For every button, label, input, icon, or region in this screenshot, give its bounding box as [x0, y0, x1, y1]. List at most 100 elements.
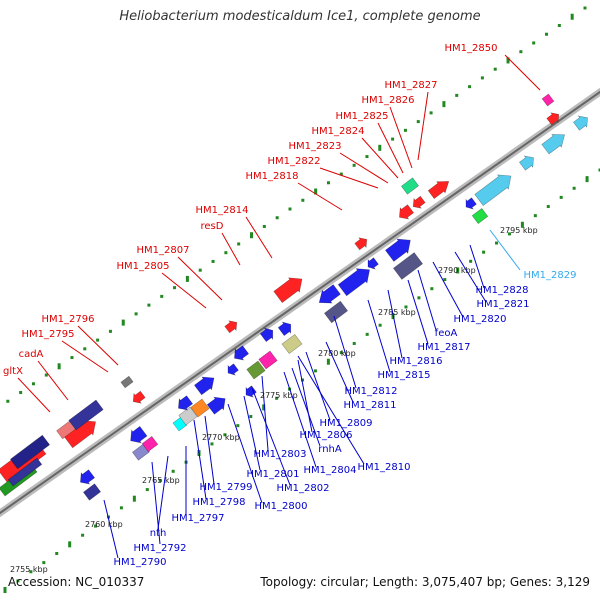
upper-tick-track — [416, 120, 420, 124]
gene-label-top: HM1_2805 — [117, 261, 170, 272]
kbp-scale-label: 2795 kbp — [500, 226, 538, 235]
upper-tick-track — [31, 382, 35, 386]
callout-leader — [17, 377, 51, 413]
upper-tick-track — [44, 373, 48, 377]
gene-arrow — [354, 237, 368, 251]
gene-label-bottom: HM1_2790 — [114, 557, 167, 568]
gene-block — [392, 252, 424, 280]
callout-leader — [504, 54, 541, 91]
gene-arrow — [337, 268, 370, 297]
gene-block — [246, 360, 266, 380]
callout-leader — [37, 360, 69, 401]
callout-leader — [417, 269, 437, 331]
lower-tick-track — [313, 369, 317, 373]
lower-tick-track — [262, 404, 266, 411]
upper-tick-track — [545, 32, 549, 36]
upper-tick-track — [224, 251, 228, 255]
gene-arrow — [259, 327, 274, 343]
gene-arrow — [273, 277, 303, 304]
gene-arrow — [234, 345, 250, 361]
gene-arrow — [318, 284, 341, 304]
gene-label-bottom: nth — [150, 528, 167, 539]
upper-tick-track — [57, 363, 61, 370]
callout-leader — [417, 91, 429, 161]
gene-label-bottom: HM1_2800 — [255, 501, 308, 512]
gene-arrow — [132, 390, 146, 404]
callout-leader — [339, 152, 389, 184]
kbp-scale-label: 2775 kbp — [260, 391, 298, 400]
callout-leader — [387, 289, 403, 359]
gene-label-bottom: HM1_2817 — [418, 342, 471, 353]
callout-leader — [407, 279, 429, 345]
upper-tick-track — [198, 268, 202, 272]
gene-label-bottom: HM1_2802 — [277, 483, 330, 494]
upper-tick-track — [352, 163, 356, 167]
upper-tick-track — [378, 144, 382, 151]
lower-tick-track — [469, 259, 473, 263]
gene-block — [323, 300, 349, 324]
gene-arrow — [572, 115, 588, 131]
upper-tick-track — [493, 67, 497, 71]
upper-tick-track — [326, 181, 330, 185]
upper-tick-track — [314, 188, 318, 195]
gene-arrow — [367, 257, 379, 270]
lower-tick-track — [378, 323, 382, 327]
gene-arrow — [178, 395, 194, 411]
callout-leader — [227, 403, 263, 504]
callout-leader — [432, 261, 464, 318]
lower-tick-track — [546, 205, 550, 209]
gene-arrow — [224, 320, 238, 334]
lower-tick-track — [223, 433, 227, 437]
gene-arrow — [541, 134, 565, 155]
gene-block — [178, 406, 198, 426]
upper-tick-track — [506, 57, 510, 64]
callout-leader — [151, 461, 161, 545]
genome-title: Heliobacterium modesticaldum Ice1, compl… — [119, 9, 481, 24]
kbp-scale-label: 2770 kbp — [202, 433, 240, 442]
gene-label-bottom: HM1_2806 — [300, 430, 353, 441]
kbp-scale-label: 2755 kbp — [10, 565, 48, 574]
callout-leader — [261, 375, 269, 451]
lower-tick-track — [520, 221, 524, 228]
callout-leader — [291, 367, 321, 447]
upper-tick-track — [121, 319, 125, 326]
callout-leader — [361, 137, 399, 179]
gene-label-bottom: HM1_2815 — [378, 370, 431, 381]
kbp-scale-label: 2790 kbp — [438, 266, 476, 275]
gene-arrow — [412, 195, 426, 209]
callout-leader — [325, 341, 354, 403]
gene-label-bottom: HM1_2829 — [524, 270, 577, 281]
gene-arrow — [206, 396, 226, 415]
gene-label-top: HM1_2807 — [137, 245, 190, 256]
upper-tick-track — [557, 23, 561, 27]
gene-arrow — [277, 321, 292, 337]
genome-backbone-core — [0, 90, 600, 515]
gene-arrow — [465, 197, 477, 210]
callout-leader — [77, 325, 119, 366]
callout-leader — [469, 244, 485, 289]
lower-tick-track — [572, 186, 576, 190]
gene-arrow — [384, 238, 411, 262]
callout-leader — [305, 351, 331, 421]
gene-block — [56, 420, 76, 440]
callout-leader — [297, 359, 313, 433]
callout-leader — [193, 419, 207, 500]
gene-label-bottom: HM1_2804 — [304, 465, 357, 476]
gene-block — [7, 457, 43, 487]
callout-leader — [61, 340, 109, 373]
gene-label-bottom: feoA — [435, 328, 458, 339]
callout-leader — [243, 395, 261, 471]
callout-leader — [319, 167, 379, 189]
gene-block — [281, 333, 303, 355]
gene-label-bottom: HM1_2816 — [390, 356, 443, 367]
callout-leader — [377, 122, 404, 174]
lower-tick-track — [301, 378, 304, 382]
upper-tick-track — [468, 85, 472, 89]
gene-block — [541, 93, 555, 107]
gene-arrow — [193, 376, 215, 396]
lower-tick-track — [352, 341, 356, 345]
gene-block — [471, 207, 489, 225]
gene-arrow — [546, 112, 560, 126]
lower-tick-track — [443, 278, 447, 282]
genome-summary-text: Topology: circular; Length: 3,075,407 bp… — [260, 575, 590, 589]
